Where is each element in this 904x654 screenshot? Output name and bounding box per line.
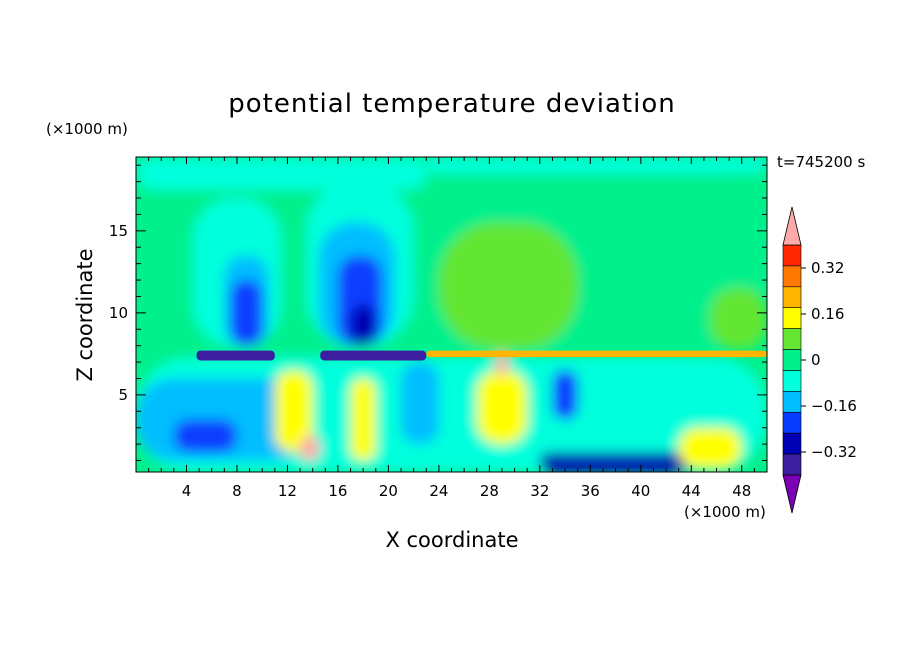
colorbar-band — [782, 391, 802, 413]
contour-region-15 — [173, 419, 237, 453]
chart-title: potential temperature deviation — [228, 89, 675, 119]
contour-region-16 — [274, 370, 313, 453]
x-tick-label: 24 — [429, 482, 448, 500]
x-axis-unit: (×1000 m) — [684, 503, 766, 521]
contour-region-11 — [438, 222, 578, 349]
x-tick-label: 48 — [732, 482, 751, 500]
colorbar-band — [782, 265, 802, 288]
contour-region-25 — [320, 350, 427, 361]
contour-region-18 — [350, 378, 376, 461]
contour-region-22 — [539, 452, 692, 472]
x-tick-label: 4 — [182, 482, 192, 500]
colorbar-tick-label: 0.16 — [811, 305, 844, 323]
y-axis: 5 10 15 — [109, 164, 767, 462]
x-tick-label: 28 — [480, 482, 499, 500]
colorbar-band — [782, 370, 802, 392]
colorbar-band — [782, 286, 802, 309]
y-tick-label: 15 — [109, 222, 128, 240]
colorbar-band — [782, 349, 802, 371]
contour-region-10 — [350, 304, 376, 346]
x-tick-label: 32 — [530, 482, 549, 500]
x-tick-label: 20 — [379, 482, 398, 500]
soft-regions — [136, 157, 767, 472]
x-tick-label: 36 — [581, 482, 600, 500]
time-label: t=745200 s — [777, 153, 865, 171]
colorbar-tick-label: −0.32 — [811, 443, 857, 461]
colorbar-tick-label: −0.16 — [811, 397, 857, 415]
colorbar-tick-label: 0 — [811, 351, 821, 369]
colorbar-tick-label: 0.32 — [811, 259, 844, 277]
colorbar-bottom-arrow — [782, 474, 802, 514]
contour-region-21 — [552, 370, 578, 420]
colorbar-top-arrow — [782, 206, 802, 246]
colorbar-band — [782, 453, 802, 476]
x-axis: 4 8 12 16 20 24 28 32 36 40 44 48 — [148, 157, 755, 500]
contour-region-6 — [230, 280, 263, 346]
contour-region-12 — [710, 288, 767, 349]
colorbar-band — [782, 244, 802, 267]
y-axis-unit: (×1000 m) — [46, 120, 128, 138]
x-tick-label: 8 — [232, 482, 242, 500]
contour-region-17 — [300, 435, 319, 461]
colorbar: 0.32 0.16 0 −0.16 −0.32 — [782, 206, 857, 514]
contour-region-19 — [401, 362, 439, 445]
x-tick-label: 44 — [682, 482, 701, 500]
contour-region-3 — [426, 157, 767, 174]
colorbar-band — [782, 411, 802, 434]
x-tick-label: 12 — [278, 482, 297, 500]
colorbar-band — [782, 307, 802, 329]
x-axis-label: X coordinate — [385, 528, 518, 552]
y-tick-label: 10 — [109, 304, 128, 322]
colorbar-band — [782, 328, 802, 350]
x-tick-label: 40 — [631, 482, 650, 500]
contour-region-2 — [136, 157, 427, 190]
x-tick-label: 16 — [328, 482, 347, 500]
contour-region-27 — [495, 352, 509, 376]
y-axis-label: Z coordinate — [73, 248, 97, 381]
contour-region-23 — [678, 427, 742, 469]
colorbar-band — [782, 432, 802, 455]
contour-region-20 — [476, 370, 528, 445]
contour-region-26 — [426, 350, 767, 358]
contour-field — [136, 157, 767, 472]
y-tick-label: 5 — [118, 386, 128, 404]
contour-region-24 — [196, 350, 275, 361]
